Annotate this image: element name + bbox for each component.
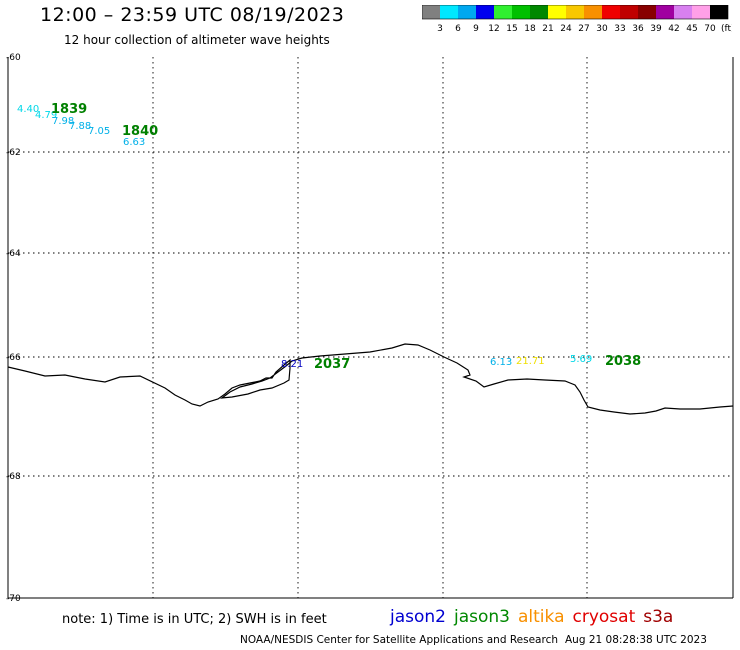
chart-subtitle: 12 hour collection of altimeter wave hei… xyxy=(64,33,330,47)
wave-height-value: 6.13 xyxy=(490,357,512,368)
scale-swatch xyxy=(440,5,458,19)
generated-timestamp: Aug 21 08:28:38 UTC 2023 xyxy=(565,634,707,646)
scale-swatch xyxy=(710,5,728,19)
credit-line: NOAA/NESDIS Center for Satellite Applica… xyxy=(240,634,558,646)
scale-swatch xyxy=(566,5,584,19)
scale-tick-label: 45 xyxy=(686,24,697,34)
wave-height-value: 7.88 xyxy=(69,121,91,132)
scale-tick-label: 18 xyxy=(524,24,536,34)
scale-swatch xyxy=(512,5,530,19)
scale-swatch xyxy=(620,5,638,19)
scale-swatch xyxy=(458,5,476,19)
lat-tick-label: -68 xyxy=(6,472,21,482)
wave-height-value: 7.05 xyxy=(88,126,110,137)
scale-tick-label: 21 xyxy=(542,24,553,34)
satellite-jason3: jason3 xyxy=(454,607,510,627)
scale-swatch xyxy=(674,5,692,19)
scale-tick-label: 70 xyxy=(704,24,716,34)
scale-tick-label: 12 xyxy=(488,24,499,34)
scale-tick-label: 9 xyxy=(473,24,479,34)
pass-time-label: 2037 xyxy=(314,357,350,372)
scale-tick-label: 42 xyxy=(668,24,679,34)
satellite-altika: altika xyxy=(518,607,565,627)
wave-height-value: 7.98 xyxy=(52,116,74,127)
lat-tick-label: -64 xyxy=(6,249,21,259)
scale-swatch xyxy=(422,5,440,19)
wave-height-value: 8.21 xyxy=(281,359,303,370)
wave-height-value: 4.79 xyxy=(35,110,57,121)
scale-swatch xyxy=(494,5,512,19)
scale-tick-label: 15 xyxy=(506,24,517,34)
wave-height-value: 21.71 xyxy=(516,356,545,367)
scale-swatch xyxy=(476,5,494,19)
scale-swatch xyxy=(548,5,566,19)
scale-tick-label: 24 xyxy=(560,24,572,34)
scale-tick-label: 6 xyxy=(455,24,461,34)
units-note: note: 1) Time is in UTC; 2) SWH is in fe… xyxy=(62,612,327,627)
scale-swatch xyxy=(692,5,710,19)
scale-swatch xyxy=(638,5,656,19)
scale-swatch xyxy=(656,5,674,19)
scale-tick-label: 39 xyxy=(650,24,662,34)
antarctic-coastline xyxy=(7,343,734,415)
wave-height-value: 6.63 xyxy=(123,137,145,148)
scale-swatch xyxy=(530,5,548,19)
satellite-legend: jason2 jason3 altika cryosat s3a xyxy=(390,607,681,627)
wave-height-labels: 4.404.797.987.887.05 6.63 8.21 6.13 21.71 5.6… xyxy=(17,104,592,370)
pass-time-label: 1840 xyxy=(122,124,158,139)
satellite-jason2: jason2 xyxy=(390,607,446,627)
pass-time-label: 1839 xyxy=(51,102,87,117)
scale-tick-label: 3 xyxy=(437,24,443,34)
wave-height-value: 4.40 xyxy=(17,104,39,115)
scale-tick-label: 27 xyxy=(578,24,589,34)
scale-swatch xyxy=(584,5,602,19)
lat-tick-label: -62 xyxy=(6,148,21,158)
scale-tick-label: 33 xyxy=(614,24,625,34)
wave-height-map: -60-62-64-66-68-70105108111114117120 4.4… xyxy=(6,53,734,604)
scale-tick-label: 30 xyxy=(596,24,608,34)
pass-time-label: 2038 xyxy=(605,354,641,369)
satellite-cryosat: cryosat xyxy=(572,607,636,627)
graticule: -60-62-64-66-68-70105108111114117120 xyxy=(6,53,734,604)
scale-tick-label: 36 xyxy=(632,24,644,34)
satellite-s3a: s3a xyxy=(643,607,674,627)
pass-time-labels: 1839 1840 2037 2038 xyxy=(51,102,641,372)
scale-swatch xyxy=(602,5,620,19)
scale-unit: (ft) xyxy=(721,24,732,34)
lat-tick-label: -70 xyxy=(6,594,21,604)
lat-tick-label: -66 xyxy=(6,353,21,363)
lat-tick-label: -60 xyxy=(6,53,21,63)
wave-height-value: 5.69 xyxy=(570,354,592,365)
chart-title: 12:00 – 23:59 UTC 08/19/2023 xyxy=(40,4,345,26)
